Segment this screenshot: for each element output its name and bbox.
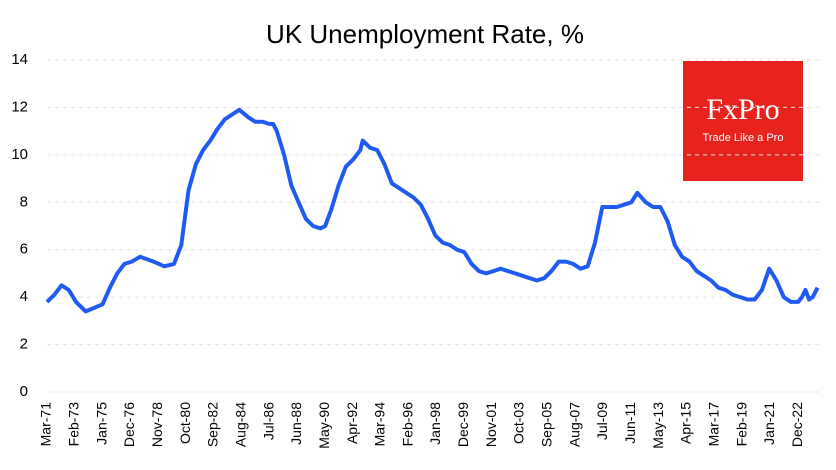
x-tick-label: Jan-98 — [427, 402, 443, 445]
x-tick-label: Feb-96 — [399, 402, 415, 447]
x-tick-label: Nov-01 — [483, 402, 499, 447]
x-tick-label: Jul-86 — [260, 402, 276, 440]
x-tick-label: Aug-84 — [232, 402, 248, 447]
x-tick-label: Jun-11 — [622, 402, 638, 444]
x-tick-label: Jan-75 — [93, 402, 109, 445]
y-tick-label: 10 — [11, 146, 28, 163]
x-tick-label: Sep-05 — [539, 402, 555, 447]
x-tick-label: Feb-19 — [733, 402, 749, 447]
x-tick-label: Mar-71 — [38, 402, 54, 447]
y-tick-label: 6 — [20, 241, 28, 258]
x-tick-label: Oct-03 — [511, 402, 527, 444]
y-tick-label: 8 — [20, 193, 28, 210]
x-tick-label: May-90 — [316, 402, 332, 449]
y-tick-label: 2 — [20, 336, 28, 353]
x-tick-label: Aug-07 — [566, 402, 582, 447]
logo-tagline: Trade Like a Pro — [703, 132, 784, 144]
x-tick-label: Feb-73 — [66, 402, 82, 447]
x-tick-label: Dec-99 — [455, 402, 471, 447]
x-tick-label: Sep-82 — [205, 402, 221, 447]
x-tick-label: Mar-17 — [705, 402, 721, 447]
x-tick-label: Apr-15 — [678, 402, 694, 444]
x-tick-label: Jun-88 — [288, 402, 304, 445]
y-tick-label: 4 — [20, 288, 28, 305]
logo-box — [683, 61, 803, 181]
line — [45, 107, 820, 314]
x-tick-label: Jul-09 — [594, 402, 610, 440]
y-tick-label: 12 — [11, 98, 28, 115]
x-tick-label: Mar-94 — [372, 402, 388, 447]
y-tick-label: 0 — [20, 383, 28, 400]
x-tick-label: Oct-80 — [177, 402, 193, 444]
x-tick-label: Dec-22 — [789, 402, 805, 447]
x-tick-label: Dec-76 — [121, 402, 137, 447]
x-tick-label: Nov-78 — [149, 402, 165, 447]
x-tick-label: Apr-92 — [344, 402, 360, 444]
y-tick-label: 14 — [11, 51, 28, 68]
x-tick-label: Jan-21 — [761, 402, 777, 445]
x-tick-label: May-13 — [650, 402, 666, 449]
logo-name: FxPro — [706, 93, 779, 126]
chart-title: UK Unemployment Rate, % — [266, 19, 584, 49]
